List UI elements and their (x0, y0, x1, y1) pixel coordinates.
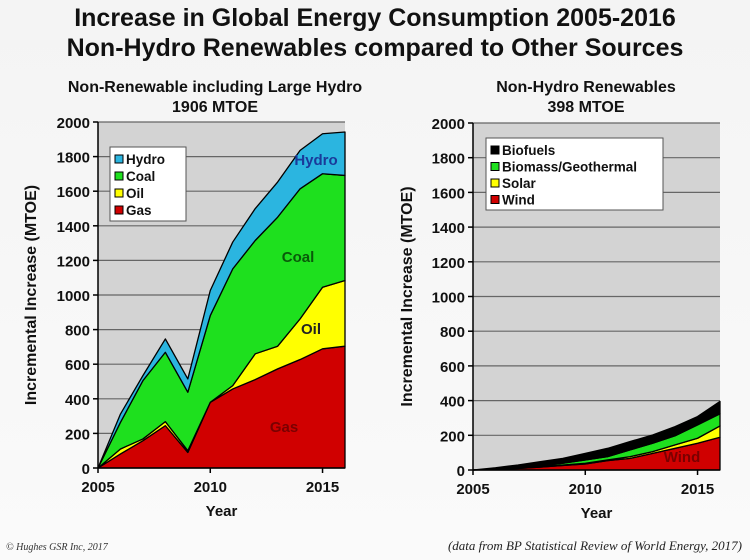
y-tick-label: 600 (65, 357, 90, 374)
legend-swatch (490, 162, 500, 171)
legend-item: Biofuels (502, 143, 555, 158)
x-tick-label: 2015 (306, 479, 339, 496)
area-label-wind: Wind (664, 449, 701, 466)
y-tick-label: 1400 (57, 219, 90, 236)
y-tick-label: 2000 (432, 116, 465, 133)
main-title-line2: Non-Hydro Renewables compared to Other S… (66, 34, 684, 62)
data-source-note: (data from BP Statistical Review of Worl… (447, 538, 742, 553)
main-title-line1: Increase in Global Energy Consumption 20… (74, 4, 676, 32)
y-axis-label: Incremental Increase (MTOE) (399, 186, 416, 406)
y-tick-label: 1600 (432, 185, 465, 202)
chart-subtitle: 398 MTOE (547, 99, 624, 116)
x-axis-label: Year (206, 503, 238, 520)
x-tick-label: 2005 (456, 481, 489, 498)
y-tick-label: 0 (457, 463, 465, 480)
area-label-oil: Oil (301, 321, 321, 338)
y-tick-label: 1400 (432, 220, 465, 237)
y-tick-label: 1200 (432, 255, 465, 272)
y-tick-label: 1800 (57, 150, 90, 167)
chart-title: Non-Hydro Renewables (496, 79, 676, 96)
legend-item: Hydro (126, 152, 165, 167)
chart-subtitle: 1906 MTOE (172, 99, 258, 116)
legend-item: Wind (502, 193, 535, 208)
legend-item: Gas (126, 203, 152, 218)
copyright-note: © Hughes GSR Inc, 2017 (6, 542, 108, 553)
legend-item: Oil (126, 186, 144, 201)
legend-swatch (490, 178, 500, 188)
legend-swatch (114, 171, 124, 181)
area-label-hydro: Hydro (294, 152, 337, 169)
chart-title: Non-Renewable including Large Hydro (68, 79, 362, 96)
legend-swatch (490, 195, 500, 204)
legend-swatch (114, 188, 124, 198)
legend-item: Coal (126, 169, 155, 184)
y-tick-label: 1000 (57, 288, 90, 305)
y-tick-label: 1200 (57, 253, 90, 270)
legend-swatch (114, 205, 124, 215)
area-hydro (97, 131, 346, 469)
y-tick-label: 200 (65, 426, 90, 443)
legend-box (485, 137, 664, 211)
legend-swatch (490, 145, 500, 155)
chart-2: Non-Hydro Renewables 398 MTOE 0 200 400 600 80… (399, 79, 721, 522)
y-tick-label: 400 (65, 392, 90, 409)
x-tick-label: 2010 (569, 481, 602, 498)
x-tick-label: 2010 (194, 479, 227, 496)
y-tick-label: 0 (82, 461, 90, 478)
y-tick-label: 200 (440, 428, 465, 445)
area-biofuels (472, 400, 721, 471)
y-tick-label: 600 (440, 359, 465, 376)
y-tick-label: 2000 (57, 115, 90, 132)
area-label-gas: Gas (270, 419, 298, 436)
chart-1: Non-Renewable including Large Hydro 1906 … (23, 79, 362, 520)
x-axis-label: Year (581, 505, 613, 522)
legend-item: Solar (502, 176, 537, 191)
area-label-coal: Coal (282, 249, 315, 266)
legend-item: Biomass/Geothermal (502, 160, 637, 175)
y-tick-label: 1000 (432, 290, 465, 307)
y-tick-label: 1600 (57, 184, 90, 201)
y-tick-label: 800 (440, 324, 465, 341)
x-tick-label: 2015 (681, 481, 714, 498)
y-tick-label: 400 (440, 394, 465, 411)
y-tick-label: 800 (65, 323, 90, 340)
x-tick-label: 2005 (81, 479, 114, 496)
y-axis-label: Incremental Increase (MTOE) (23, 185, 40, 405)
y-tick-label: 1800 (432, 151, 465, 168)
legend-swatch (114, 154, 124, 164)
